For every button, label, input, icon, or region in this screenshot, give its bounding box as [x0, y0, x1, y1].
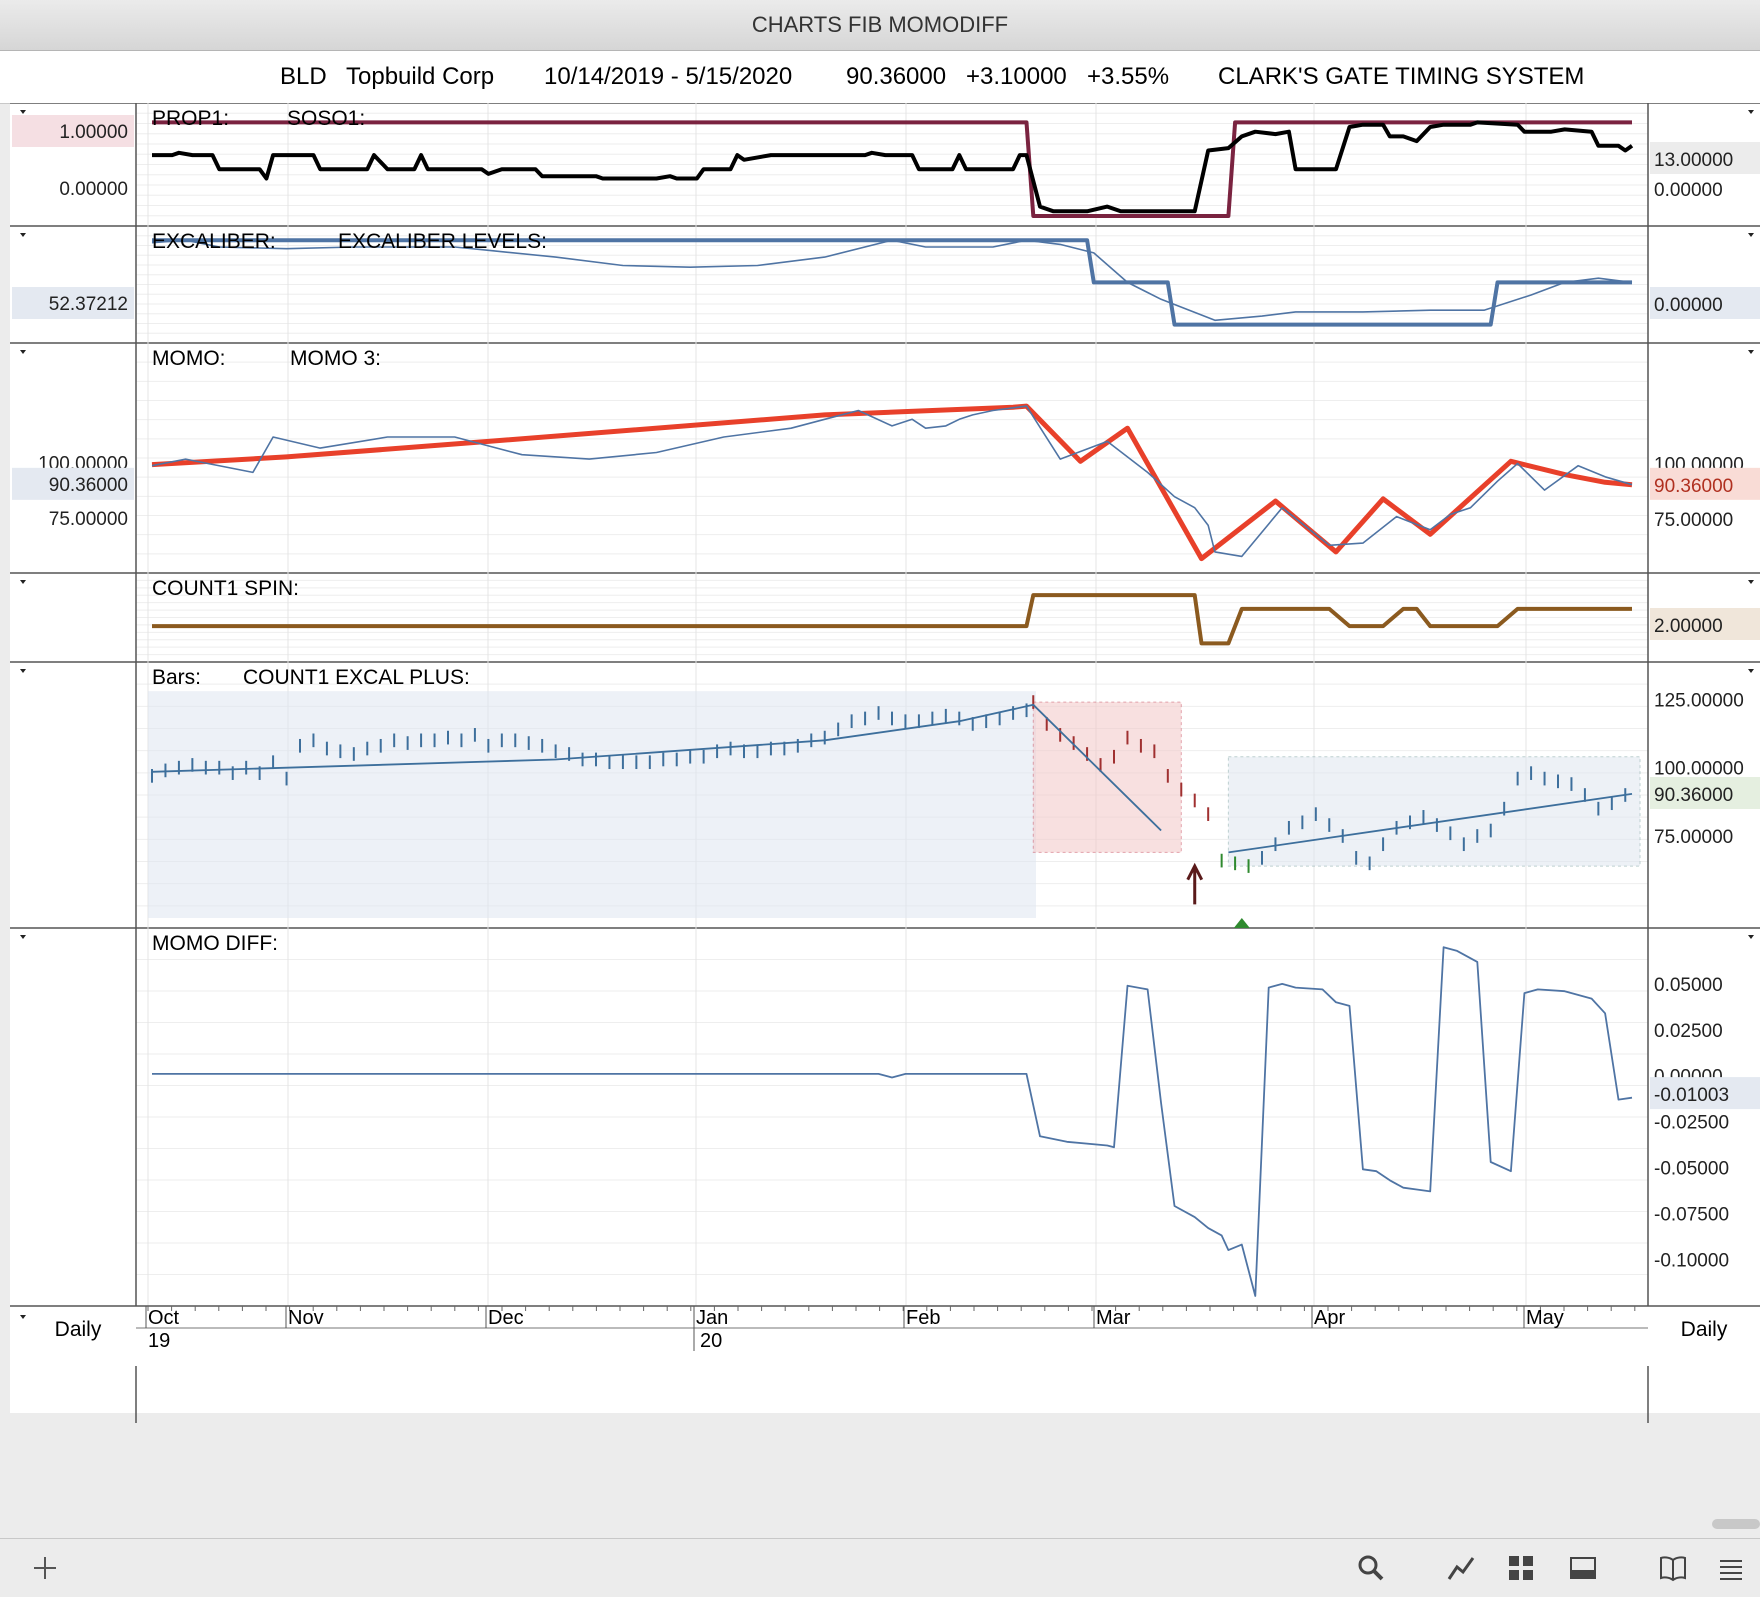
price-change-pct: +3.55%	[1087, 63, 1170, 90]
last-price: 90.36000	[846, 63, 947, 90]
right-axis-label: 2.00000	[1654, 616, 1723, 637]
legend-label: MOMO 3:	[290, 347, 381, 370]
axis-label-bg	[12, 115, 134, 147]
month-label: Feb	[906, 1307, 940, 1329]
series-line-trend2	[1228, 793, 1633, 854]
system-name: CLARK'S GATE TIMING SYSTEM	[1218, 63, 1585, 90]
series-line-momo	[151, 403, 1633, 562]
legend-label: EXCALIBER:	[152, 230, 276, 253]
symbol-info-bar: BLD Topbuild Corp 10/14/2019 - 5/15/2020…	[0, 51, 1760, 138]
right-axis-label: 90.36000	[1654, 785, 1733, 806]
axis-label-bg	[12, 287, 134, 319]
series-line-momo-diff	[152, 946, 1633, 1297]
month-label: Nov	[288, 1307, 324, 1329]
year-label: 20	[700, 1330, 722, 1352]
price-change: +3.10000	[966, 63, 1067, 90]
panel-menu-icon	[20, 1315, 26, 1319]
bars-range-box	[1227, 756, 1641, 867]
axis-label-bg	[1650, 777, 1760, 810]
legend-label: MOMO:	[152, 347, 226, 370]
series-line-count1-spin	[152, 593, 1632, 646]
legend-label: MOMO DIFF:	[152, 932, 278, 955]
series-line-prop1	[152, 120, 1632, 218]
chart-area[interactable]: PROP1: SOSO1: 1.00000 0.00000 13.00000 0.0000…	[0, 103, 1760, 1538]
right-axis-label: 100.00000	[1654, 759, 1744, 780]
panel-menu-icon	[20, 350, 26, 354]
month-label: Jan	[696, 1307, 728, 1329]
bars-range-box	[148, 691, 1036, 918]
right-axis-label: -0.02500	[1654, 1113, 1729, 1134]
month-label: May	[1526, 1307, 1564, 1329]
right-axis-label: -0.07500	[1654, 1204, 1729, 1225]
right-axis-label: 90.36000	[1654, 476, 1733, 497]
panel-menu-icon	[1748, 110, 1754, 114]
panel-menu-icon	[20, 935, 26, 939]
window-title: CHARTS FIB MOMODIFF	[0, 0, 1760, 51]
right-axis-label: -0.05000	[1654, 1158, 1729, 1179]
month-label: Apr	[1314, 1307, 1345, 1329]
axis-label-bg	[1650, 1077, 1760, 1110]
triangle-marker-icon	[1233, 918, 1250, 928]
legend-label: COUNT1 SPIN:	[152, 577, 299, 600]
right-axis-label: 0.05000	[1654, 975, 1723, 996]
legend-label: SOSO1:	[287, 107, 365, 130]
time-axis-bg	[10, 1306, 1760, 1366]
line-chart-icon[interactable]	[1446, 1553, 1476, 1583]
panel-menu-icon	[1748, 580, 1754, 584]
horizontal-scrollbar	[1712, 1519, 1760, 1529]
right-axis-label: -0.01003	[1654, 1085, 1729, 1106]
axis-label-bg	[1650, 287, 1760, 319]
right-axis-label: 125.00000	[1654, 690, 1744, 711]
left-axis-label: 90.36000	[49, 475, 128, 496]
bottom-toolbar	[0, 1538, 1760, 1597]
axis-label-bg	[1650, 608, 1760, 640]
grid-icon[interactable]	[1506, 1553, 1536, 1583]
right-axis-label: -0.10000	[1654, 1250, 1729, 1271]
left-axis-label: 0.00000	[59, 179, 128, 200]
left-axis-label: 1.00000	[59, 122, 128, 143]
axis-label-bg	[1650, 142, 1760, 174]
series-line-trend	[151, 703, 1162, 832]
right-axis-label: 13.00000	[1654, 150, 1733, 171]
axis-label-bg	[1650, 467, 1760, 500]
legend-label: COUNT1 EXCAL PLUS:	[243, 666, 470, 689]
left-axis-label: 52.37212	[49, 294, 128, 315]
right-axis-label: 75.00000	[1654, 510, 1733, 531]
left-axis-label: 75.00000	[49, 509, 128, 530]
period-label-left: Daily	[55, 1318, 102, 1341]
legend-label: EXCALIBER LEVELS:	[338, 230, 547, 253]
panel-menu-icon	[20, 669, 26, 673]
panel-menu-icon	[1748, 935, 1754, 939]
month-label: Oct	[148, 1307, 180, 1329]
book-icon[interactable]	[1658, 1553, 1688, 1583]
series-line-soso1	[152, 120, 1634, 214]
right-axis-label: 0.02500	[1654, 1021, 1723, 1042]
right-axis-label: 0.00000	[1654, 295, 1723, 316]
buy-arrow-icon	[1186, 862, 1204, 905]
year-label: 19	[148, 1330, 170, 1352]
right-axis-label: 75.00000	[1654, 827, 1733, 848]
legend-label: Bars:	[152, 666, 201, 689]
window-icon[interactable]	[1568, 1553, 1598, 1583]
search-icon[interactable]	[1356, 1553, 1386, 1583]
panel-menu-icon	[1748, 350, 1754, 354]
right-axis-label: 0.00000	[1654, 180, 1723, 201]
series-line-momo-3	[151, 405, 1633, 558]
panel-menu-icon	[20, 580, 26, 584]
series-line-excaliber	[151, 239, 1633, 322]
date-range: 10/14/2019 - 5/15/2020	[544, 63, 793, 90]
axis-label-bg	[12, 467, 134, 500]
period-label-right: Daily	[1681, 1318, 1728, 1341]
panel-menu-icon	[1748, 233, 1754, 237]
list-icon[interactable]	[1716, 1553, 1746, 1583]
panel-menu-icon	[20, 110, 26, 114]
legend-label: PROP1:	[152, 107, 229, 130]
company-name: Topbuild Corp	[346, 63, 495, 90]
panel-menu-icon	[1748, 669, 1754, 673]
panel-menu-icon	[20, 233, 26, 237]
plus-icon[interactable]	[30, 1553, 60, 1583]
month-label: Dec	[488, 1307, 524, 1329]
month-label: Mar	[1096, 1307, 1131, 1329]
symbol: BLD	[280, 63, 327, 90]
